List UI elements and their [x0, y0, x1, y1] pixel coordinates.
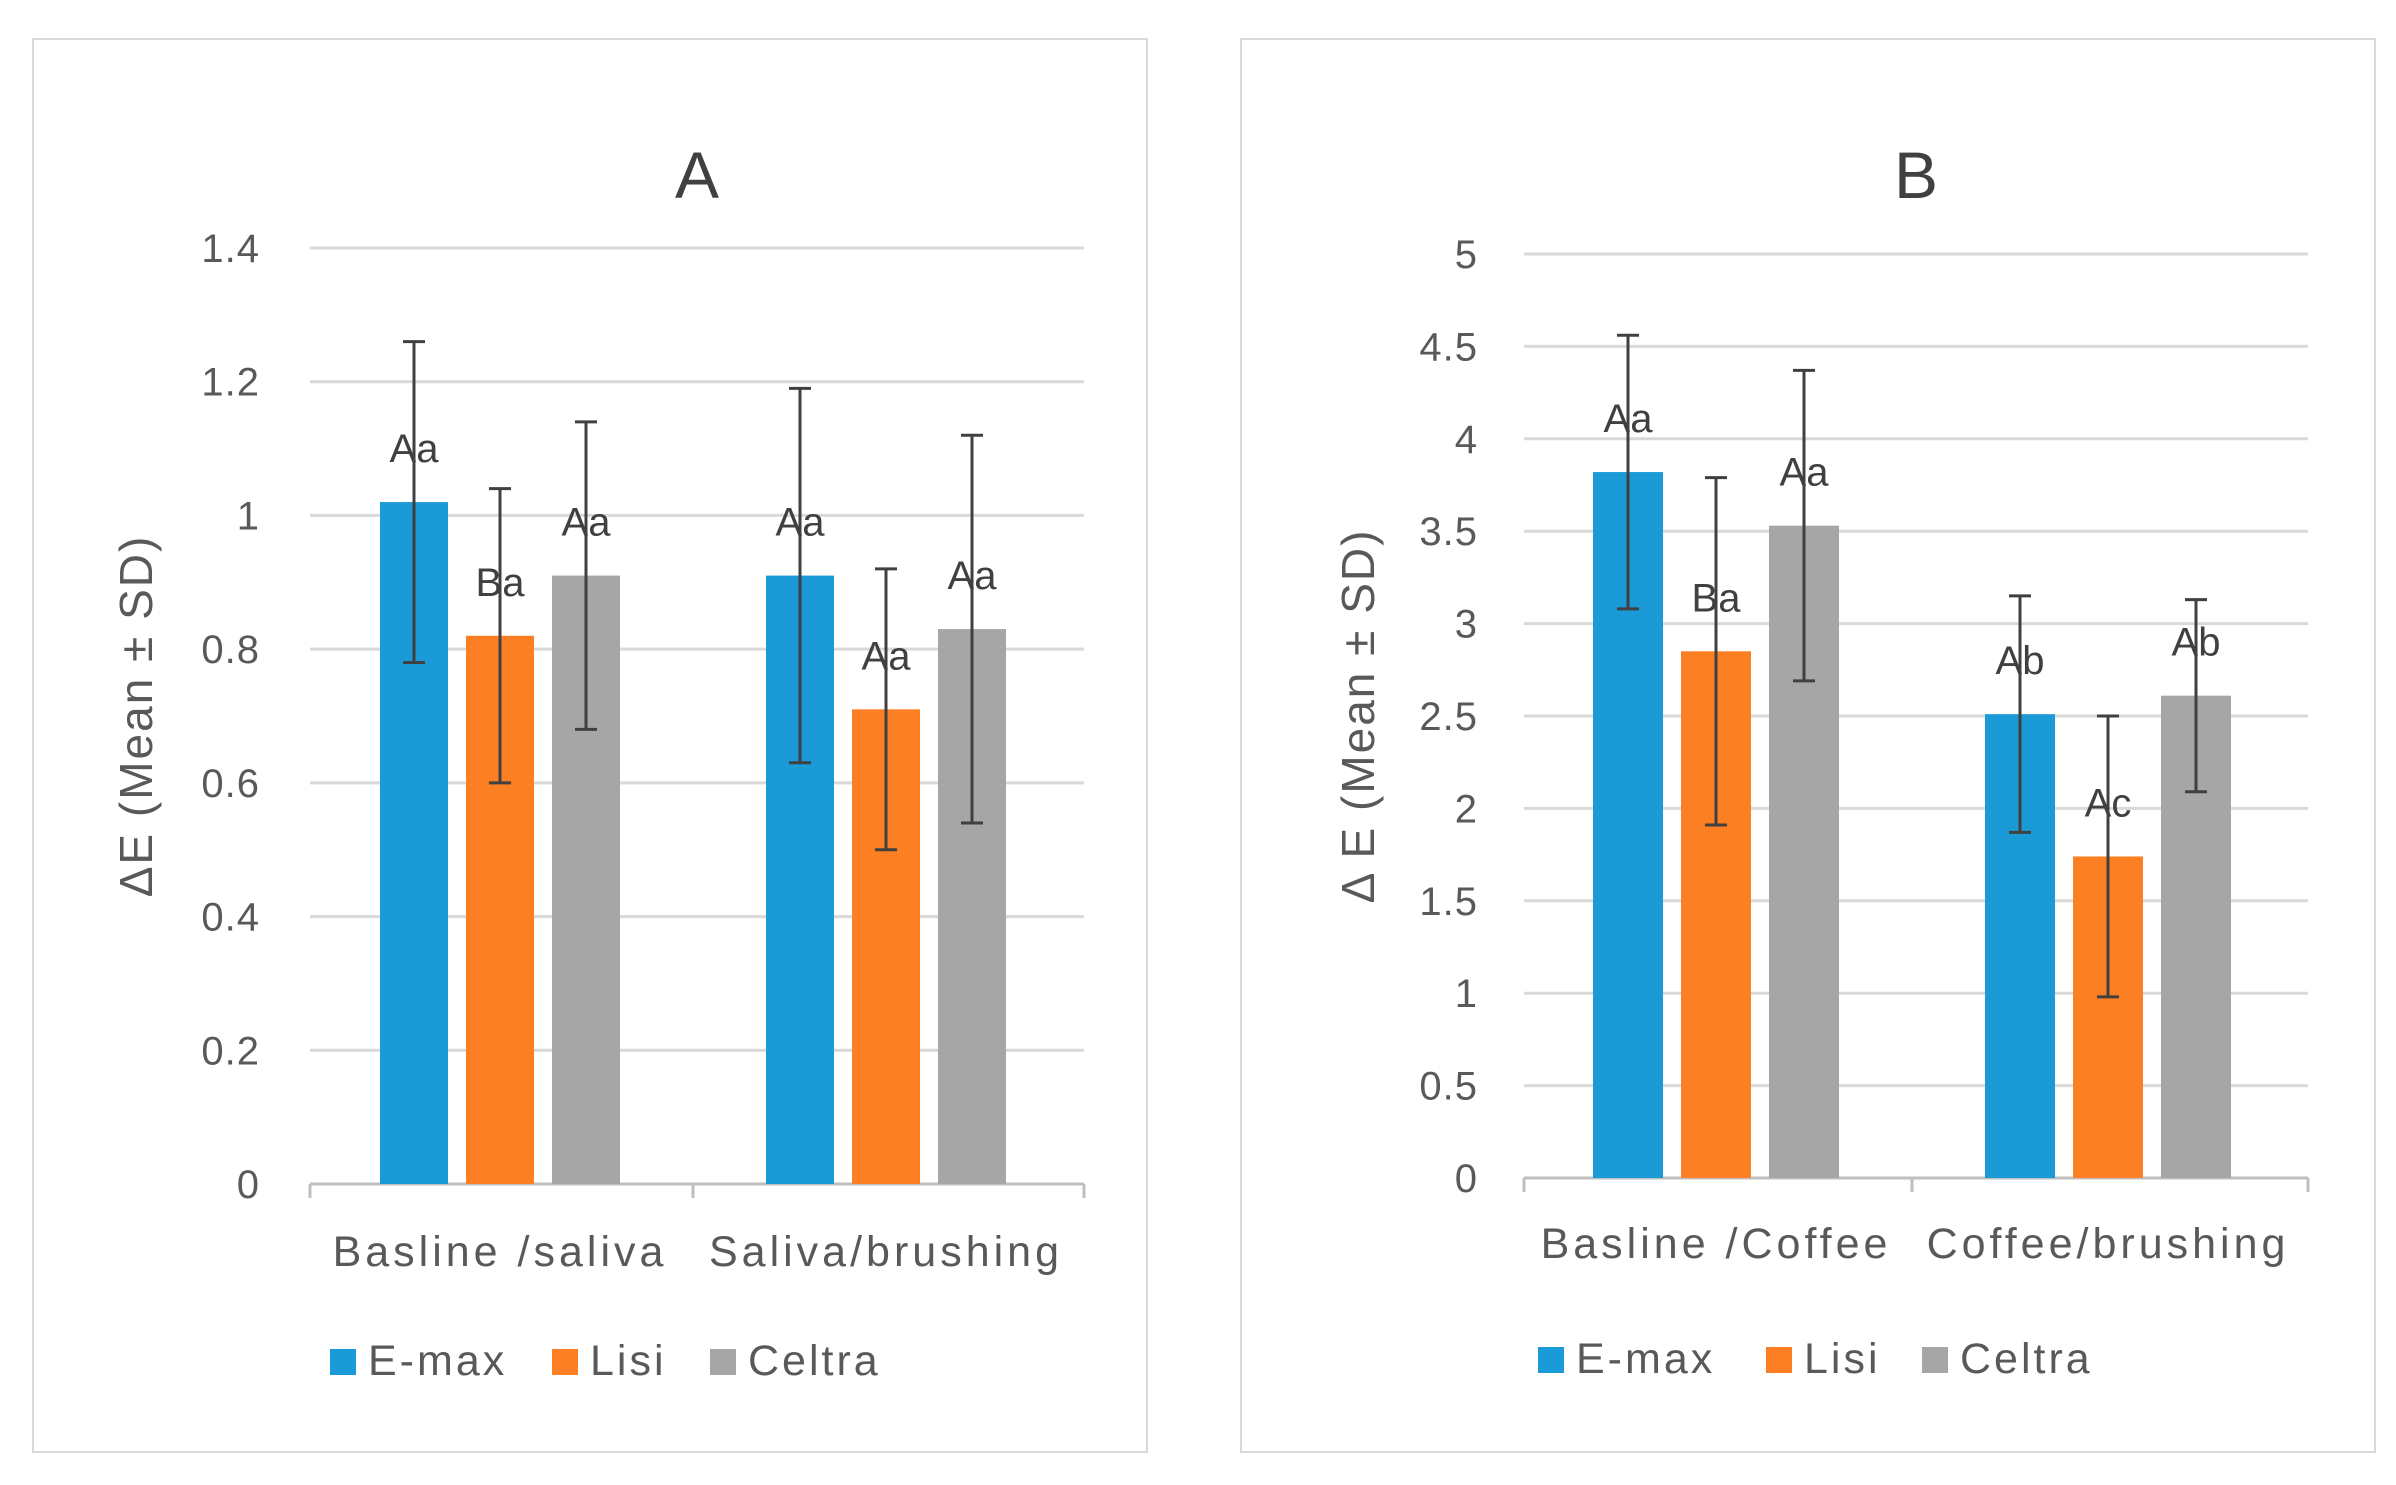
chart-a-ytick-label: 0.4 — [201, 896, 260, 940]
chart-b-y-axis-label: Δ E (Mean ± SD) — [1332, 529, 1384, 904]
chart-b-error-bar — [1705, 476, 1727, 827]
chart-b-ytick-label: 2 — [1455, 787, 1478, 831]
chart-a-data-label: Aa — [776, 501, 826, 545]
chart-b-ytick-label: 0 — [1455, 1157, 1478, 1201]
chart-b-legend-label-celtra: Celtra — [1960, 1335, 2093, 1383]
chart-b-legend-swatch-celtra — [1922, 1347, 1948, 1373]
chart-a-svg: A 0 0.2 0.4 0.6 0.8 1 1.2 1.4 ΔE (Mean ± SD) Basli… — [110, 138, 1086, 1385]
chart-a-data-label: Aa — [948, 554, 998, 598]
chart-b-error-bar — [1617, 333, 1639, 611]
chart-b-ytick-label: 3.5 — [1419, 510, 1478, 554]
chart-a-title: A — [675, 138, 719, 212]
chart-a-data-label: Aa — [862, 634, 912, 678]
chart-a-error-bar — [875, 567, 897, 852]
chart-a-data-label: Aa — [390, 427, 440, 471]
chart-b-data-label: Aa — [1780, 451, 1830, 495]
chart-b-legend-label-e-max: E-max — [1576, 1335, 1715, 1383]
chart-a-error-bar — [575, 420, 597, 731]
chart-b-legend-label-lisi: Lisi — [1804, 1335, 1881, 1383]
chart-b-error-bar — [2185, 598, 2207, 794]
chart-b-ytick-label: 3 — [1455, 603, 1478, 647]
chart-b-svg: B 0 0.5 1 1.5 2 2.5 3 3.5 4 4.5 5 Δ E (Mean ± SD) Bas… — [1332, 138, 2310, 1383]
chart-a-ytick-label: 0.6 — [201, 762, 260, 806]
chart-a-error-bar — [489, 487, 511, 785]
chart-b-ytick-label: 1 — [1455, 972, 1478, 1016]
chart-a-legend-swatch-celtra — [710, 1349, 736, 1375]
chart-b-data-label: Ac — [2085, 781, 2132, 825]
chart-a-ytick-label: 0 — [237, 1163, 260, 1207]
chart-a-ytick-label: 0.2 — [201, 1029, 260, 1073]
chart-a-legend-swatch-lisi — [552, 1349, 578, 1375]
chart-panel-a: A 0 0.2 0.4 0.6 0.8 1 1.2 1.4 ΔE (Mean ± SD) Basli… — [32, 38, 1148, 1453]
chart-a-error-bar — [789, 386, 811, 765]
chart-panel-b: B 0 0.5 1 1.5 2 2.5 3 3.5 4 4.5 5 Δ E (Mean ± SD) Bas… — [1240, 38, 2376, 1453]
chart-a-legend-label-e-max: E-max — [368, 1337, 507, 1385]
chart-a-ytick-label: 0.8 — [201, 628, 260, 672]
chart-b-data-label: Ba — [1692, 576, 1742, 620]
chart-a-category-label: Basline /saliva — [333, 1228, 668, 1276]
chart-b-data-label: Aa — [1604, 397, 1654, 441]
chart-b-error-bar — [2009, 594, 2031, 834]
chart-b-ytick-label: 4.5 — [1419, 325, 1478, 369]
chart-b-error-bar — [2097, 714, 2119, 999]
chart-a-data-label: Aa — [562, 501, 612, 545]
chart-b-ytick-label: 5 — [1455, 233, 1478, 277]
chart-a-y-axis-label: ΔE (Mean ± SD) — [110, 535, 162, 898]
chart-b-ytick-label: 4 — [1455, 418, 1478, 462]
chart-b-legend-swatch-e-max — [1538, 1347, 1564, 1373]
chart-b-category-label: Coffee/brushing — [1927, 1220, 2290, 1268]
chart-a-legend-swatch-e-max — [330, 1349, 356, 1375]
chart-a-ytick-label: 1 — [237, 494, 260, 538]
chart-a-error-bar — [961, 433, 983, 825]
chart-b-error-bar — [1793, 368, 1815, 683]
chart-a-legend-label-celtra: Celtra — [748, 1337, 881, 1385]
chart-b-ytick-label: 0.5 — [1419, 1065, 1478, 1109]
chart-a-data-label: Ba — [476, 561, 526, 605]
chart-a-legend-label-lisi: Lisi — [590, 1337, 667, 1385]
chart-b-category-label: Basline /Coffee — [1541, 1220, 1892, 1268]
chart-a-error-bar — [403, 340, 425, 665]
chart-a-ytick-label: 1.2 — [201, 361, 260, 405]
chart-a-ytick-label: 1.4 — [201, 227, 260, 271]
chart-b-ytick-label: 2.5 — [1419, 695, 1478, 739]
chart-b-title: B — [1894, 138, 1938, 212]
chart-b-data-label: Ab — [1996, 639, 2045, 683]
chart-b-ytick-label: 1.5 — [1419, 880, 1478, 924]
chart-a-category-label: Saliva/brushing — [709, 1228, 1063, 1276]
chart-b-legend-swatch-lisi — [1766, 1347, 1792, 1373]
chart-b-data-label: Ab — [2172, 621, 2221, 665]
